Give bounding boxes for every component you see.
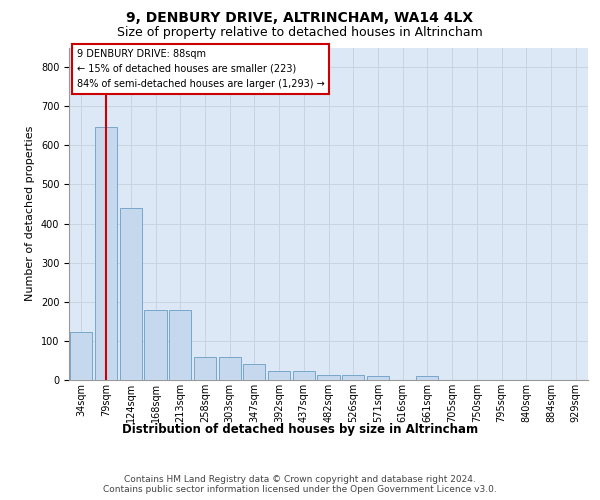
Bar bbox=[317, 375, 340, 380]
Text: Distribution of detached houses by size in Altrincham: Distribution of detached houses by size … bbox=[122, 422, 478, 436]
Bar bbox=[293, 372, 315, 380]
Y-axis label: Number of detached properties: Number of detached properties bbox=[25, 126, 35, 302]
Bar bbox=[218, 356, 241, 380]
Text: 9, DENBURY DRIVE, ALTRINCHAM, WA14 4LX: 9, DENBURY DRIVE, ALTRINCHAM, WA14 4LX bbox=[127, 11, 473, 25]
Bar bbox=[194, 356, 216, 380]
Text: Contains HM Land Registry data © Crown copyright and database right 2024.
Contai: Contains HM Land Registry data © Crown c… bbox=[103, 474, 497, 494]
Bar bbox=[367, 376, 389, 380]
Bar bbox=[169, 310, 191, 380]
Text: 9 DENBURY DRIVE: 88sqm
← 15% of detached houses are smaller (223)
84% of semi-de: 9 DENBURY DRIVE: 88sqm ← 15% of detached… bbox=[77, 49, 325, 89]
Text: Size of property relative to detached houses in Altrincham: Size of property relative to detached ho… bbox=[117, 26, 483, 39]
Bar bbox=[119, 208, 142, 380]
Bar bbox=[416, 376, 439, 380]
Bar bbox=[243, 364, 265, 380]
Bar bbox=[145, 310, 167, 380]
Bar bbox=[342, 375, 364, 380]
Bar bbox=[268, 372, 290, 380]
Bar bbox=[95, 126, 117, 380]
Bar bbox=[70, 332, 92, 380]
